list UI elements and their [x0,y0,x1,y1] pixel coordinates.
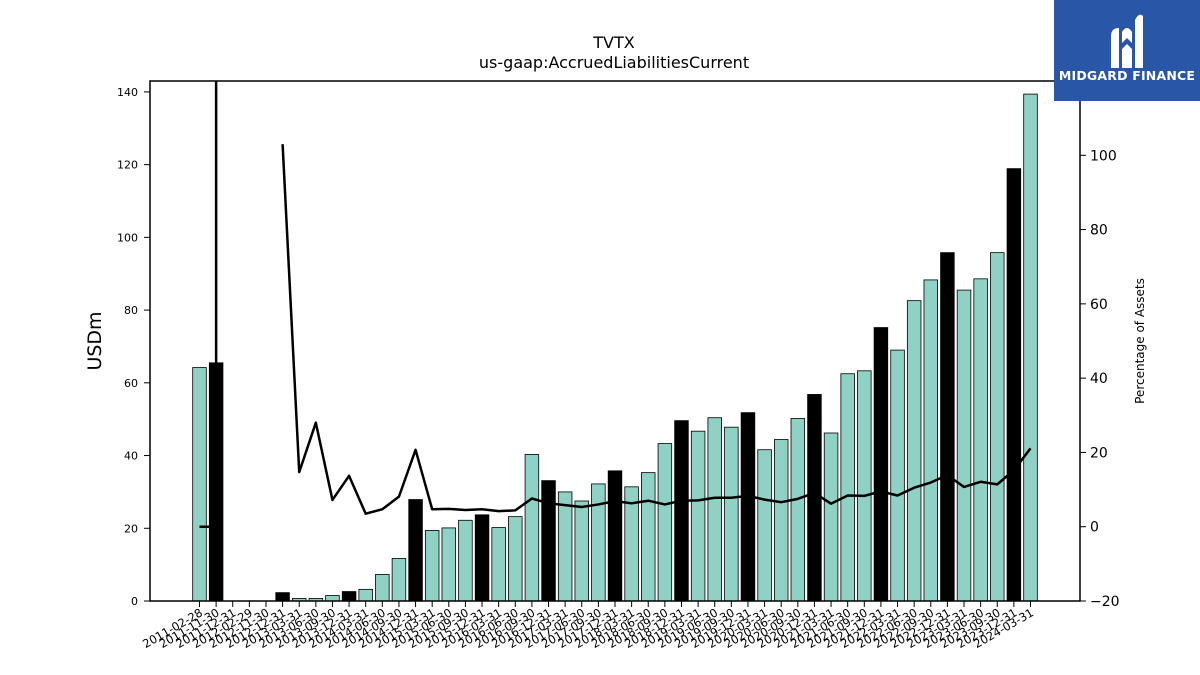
bar [408,499,423,602]
chart-title: TVTX [592,33,634,52]
bar [906,300,922,602]
bar [840,373,855,602]
chart-subtitle: us-gaap:AccruedLiabilitiesCurrent [479,53,749,72]
y2-tick-label: −20 [1090,594,1120,610]
y-tick-label: 20 [124,522,138,535]
bar [375,574,390,602]
bar [574,500,589,602]
bar [690,430,706,602]
bar [873,327,889,602]
bar [707,417,722,602]
bar [391,558,407,602]
bar [973,278,988,602]
bar [807,394,822,602]
bar [591,483,606,602]
brand-logo: MIDGARD FINANCE [1054,0,1200,101]
y-tick-label: 140 [117,86,138,99]
y2-tick-label: 80 [1090,223,1108,239]
y-tick-label: 120 [117,159,138,172]
bar [890,349,905,602]
y-tick-label: 80 [124,304,138,317]
bars-layer [192,93,1038,602]
y2-tick-label: 40 [1090,371,1108,387]
bar [724,426,739,602]
bar [474,514,490,602]
bar [508,516,523,602]
bar [524,454,540,602]
bar [923,279,938,602]
bar [940,252,955,602]
bar [740,412,756,602]
y2-tick-label: 20 [1090,445,1108,461]
y2-tick-label: 100 [1090,148,1117,164]
bar [773,439,789,602]
bar [674,420,689,602]
y-tick-label: 100 [117,231,138,244]
bar [990,252,1005,602]
bar [790,418,806,602]
bar [192,367,207,602]
y-axis-label: USDm [84,311,106,370]
bar [607,470,623,602]
right-axis: −20 0 20 40 60 80 100 [1080,148,1120,610]
y2-axis-label: Percentage of Assets [1133,278,1147,404]
bar [857,370,872,602]
bar [757,449,772,602]
midgard-logo-icon [1111,14,1143,69]
bar [325,595,340,602]
y-tick-label: 0 [131,595,138,608]
bar [491,527,506,602]
bar [641,472,656,602]
bar [424,530,440,602]
left-axis: 0 20 40 60 80 100 120 140 [117,86,150,608]
pct-assets-line [199,81,1032,528]
bar [956,289,972,602]
bar [458,519,473,602]
y-tick-label: 60 [124,377,138,390]
y2-tick-label: 60 [1090,297,1108,313]
bar [1006,168,1022,602]
bar [657,443,673,602]
bar [275,592,290,602]
bar [441,527,457,602]
bar [1023,93,1038,602]
bar [341,591,357,602]
brand-name: MIDGARD FINANCE [1058,68,1196,83]
x-axis: 2011-02-282011-11-302011-12-312012-02-29… [140,601,1036,651]
y-tick-label: 40 [124,450,138,463]
line-layer [199,81,1032,528]
bar [358,588,373,602]
bar [557,491,573,602]
bar [823,432,839,602]
y2-tick-label: 0 [1090,520,1099,536]
bar [541,480,556,602]
